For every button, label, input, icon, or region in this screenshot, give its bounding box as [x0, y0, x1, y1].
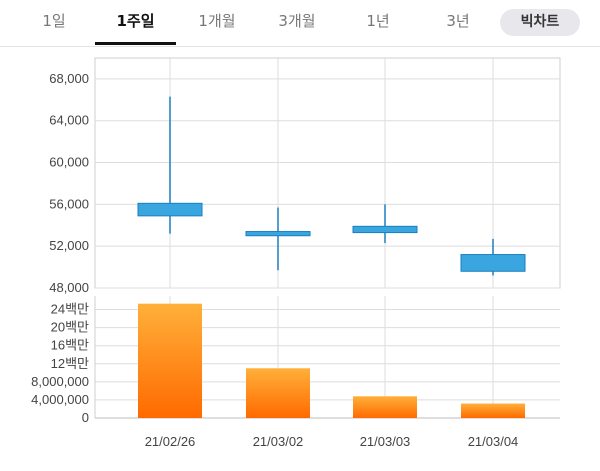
x-tick-label: 21/03/03: [360, 434, 411, 449]
volume-tick-label: 20백만: [51, 320, 89, 335]
candle-body: [245, 231, 311, 237]
volume-y-axis: 0 4,000,000 8,000,000 12백만 16백만 20백만 24백만: [31, 302, 89, 425]
candle-body: [137, 202, 203, 217]
price-tick-label: 64,000: [49, 113, 89, 128]
candle-body: [460, 254, 526, 272]
big-chart-button[interactable]: 빅차트: [500, 9, 580, 36]
price-tick-label: 60,000: [49, 155, 89, 170]
volume-bar: [138, 303, 202, 418]
volume-tick-label: 8,000,000: [31, 374, 89, 389]
candlestick-series: [137, 96, 526, 276]
x-axis: 21/02/26 21/03/02 21/03/03 21/03/04: [145, 434, 519, 449]
volume-bar: [461, 403, 525, 418]
x-tick-label: 21/03/02: [253, 434, 304, 449]
tab-1year[interactable]: 1년: [366, 12, 390, 30]
tab-3month[interactable]: 3개월: [278, 12, 316, 30]
volume-bar: [246, 368, 310, 418]
volume-tick-label: 4,000,000: [31, 392, 89, 407]
volume-bar-series: [138, 303, 525, 418]
price-y-axis: 48,000 52,000 56,000 60,000 64,000 68,000: [49, 71, 89, 295]
period-tab-bar: 1일 1주일 1개월 3개월 1년 3년 빅차트: [0, 0, 600, 47]
x-tick-label: 21/03/04: [468, 434, 519, 449]
price-tick-label: 68,000: [49, 71, 89, 86]
active-tab-underline: [95, 42, 176, 45]
tab-1week[interactable]: 1주일: [116, 12, 155, 30]
volume-tick-label: 16백만: [51, 338, 89, 353]
price-tick-label: 52,000: [49, 238, 89, 253]
tab-1day[interactable]: 1일: [42, 12, 66, 30]
volume-tick-label: 0: [82, 410, 89, 425]
tab-3year[interactable]: 3년: [446, 12, 470, 30]
price-gridlines: [94, 57, 561, 289]
volume-tick-label: 24백만: [51, 302, 89, 317]
tab-1month[interactable]: 1개월: [198, 12, 236, 30]
x-tick-label: 21/02/26: [145, 434, 196, 449]
candle-body: [352, 225, 418, 234]
volume-bar: [353, 396, 417, 418]
price-panel-frame: [94, 57, 561, 289]
price-tick-label: 48,000: [49, 280, 89, 295]
volume-tick-label: 12백만: [51, 356, 89, 371]
price-tick-label: 56,000: [49, 196, 89, 211]
